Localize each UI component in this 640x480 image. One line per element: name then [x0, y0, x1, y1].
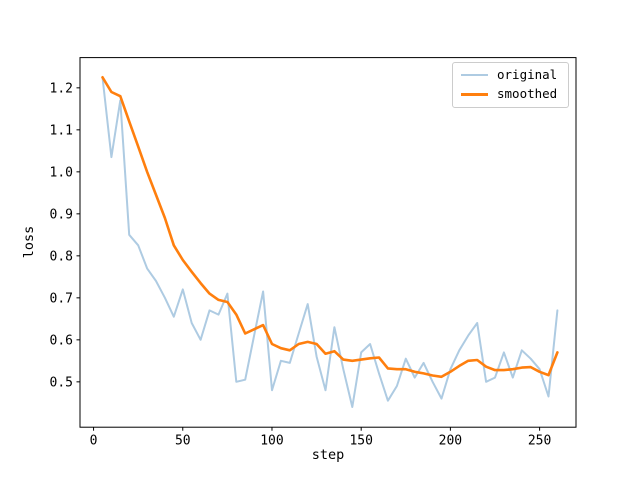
legend: original smoothed	[452, 62, 569, 108]
x-tick-label: 200	[439, 434, 462, 449]
legend-label-smoothed: smoothed	[497, 86, 558, 101]
y-tick-label: 0.8	[50, 249, 73, 264]
original-line-swatch	[461, 74, 488, 76]
y-tick-label: 0.6	[50, 333, 73, 348]
y-tick-label: 0.9	[50, 207, 73, 222]
y-tick-label: 1.2	[50, 81, 73, 96]
series-line-smoothed	[101, 76, 559, 379]
legend-label-original: original	[497, 67, 558, 82]
y-tick-label: 0.7	[50, 291, 73, 306]
x-axis-label: step	[312, 447, 345, 463]
legend-item-smoothed: smoothed	[461, 87, 560, 101]
legend-item-original: original	[461, 68, 560, 82]
y-tick-label: 1.1	[50, 123, 73, 138]
x-tick-label: 100	[260, 434, 283, 449]
series-line-original	[101, 76, 559, 408]
x-tick-label: 150	[349, 434, 372, 449]
y-tick-label: 0.5	[50, 375, 73, 390]
y-axis-label: loss	[21, 226, 37, 259]
axes-spines	[79, 57, 577, 428]
x-tick-label: 50	[175, 434, 191, 449]
plot-area: 0 50 100 150 200 250 0.5 0.6 0.7 0.8 0.9 1.0 1.1 1.2	[50, 57, 577, 449]
smoothed-line-swatch	[461, 92, 488, 96]
x-tick-label: 0	[90, 434, 98, 449]
y-tick-label: 1.0	[50, 165, 73, 180]
x-tick-label: 250	[528, 434, 551, 449]
